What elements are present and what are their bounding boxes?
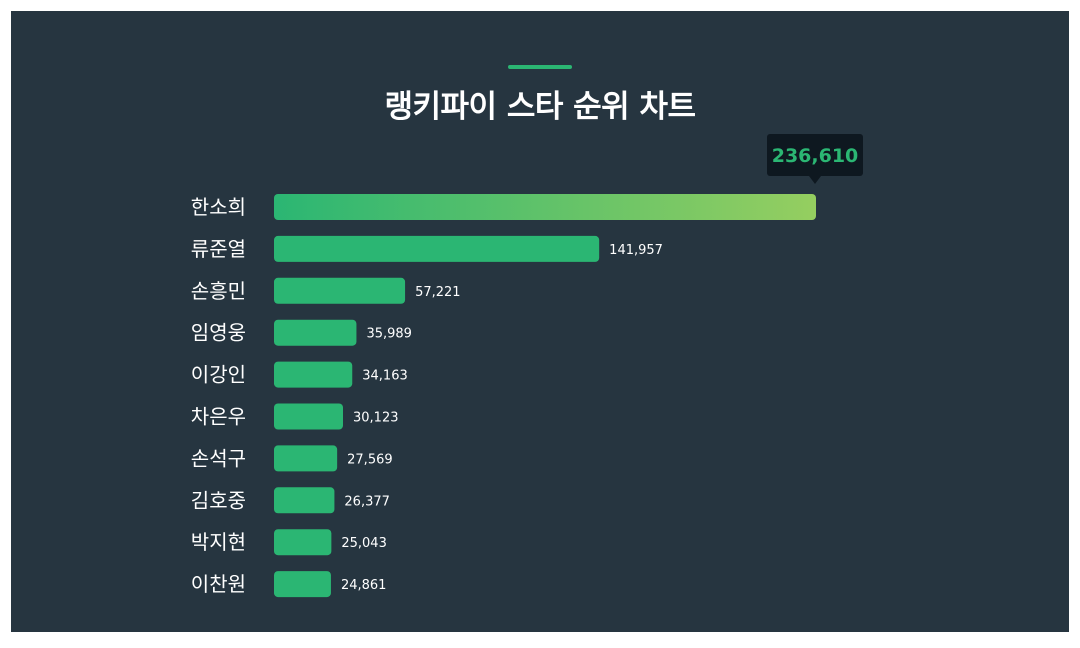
chart-title: 랭키파이 스타 순위 차트: [384, 89, 696, 125]
category-label: 이강인: [191, 363, 246, 387]
chart-panel: 랭키파이 스타 순위 차트 한소희 236,610 류준열 141,957 손흥민 57,…: [11, 11, 1069, 632]
value-tooltip: 236,610: [767, 134, 863, 184]
bar: [274, 361, 353, 388]
bar: [274, 487, 335, 514]
tooltip-box: [767, 134, 863, 176]
value-label: 25,043: [341, 536, 387, 551]
category-label: 류준열: [191, 237, 246, 261]
tooltip-pointer: [809, 176, 821, 184]
bar: [274, 445, 338, 472]
category-label: 손석구: [191, 446, 246, 470]
category-label: 이찬원: [191, 572, 246, 596]
value-label: 26,377: [344, 494, 390, 509]
bar: [274, 319, 357, 346]
bar: [274, 571, 331, 598]
title-accent-line: [508, 65, 572, 69]
value-label: 35,989: [366, 327, 412, 342]
bar: [274, 529, 332, 556]
category-label: 손흥민: [191, 279, 246, 303]
value-label: 27,569: [347, 452, 393, 467]
category-label: 한소희: [191, 195, 246, 219]
category-label: 임영웅: [191, 321, 246, 345]
value-label: 57,221: [415, 285, 461, 300]
category-label: 김호중: [191, 488, 246, 512]
value-label: 141,957: [609, 243, 663, 258]
bar-chart: 한소희 236,610 류준열 141,957 손흥민 57,221 임영웅 35,989 이강…: [191, 134, 863, 598]
bar: [274, 403, 344, 430]
category-label: 차은우: [191, 405, 246, 429]
bar: [274, 235, 600, 262]
value-label: 30,123: [353, 411, 399, 426]
value-label: 24,861: [341, 578, 387, 593]
bar: [274, 277, 406, 304]
bar: [274, 194, 816, 220]
category-label: 박지현: [191, 530, 246, 554]
value-label: 236,610: [772, 145, 859, 167]
value-label: 34,163: [362, 369, 408, 384]
